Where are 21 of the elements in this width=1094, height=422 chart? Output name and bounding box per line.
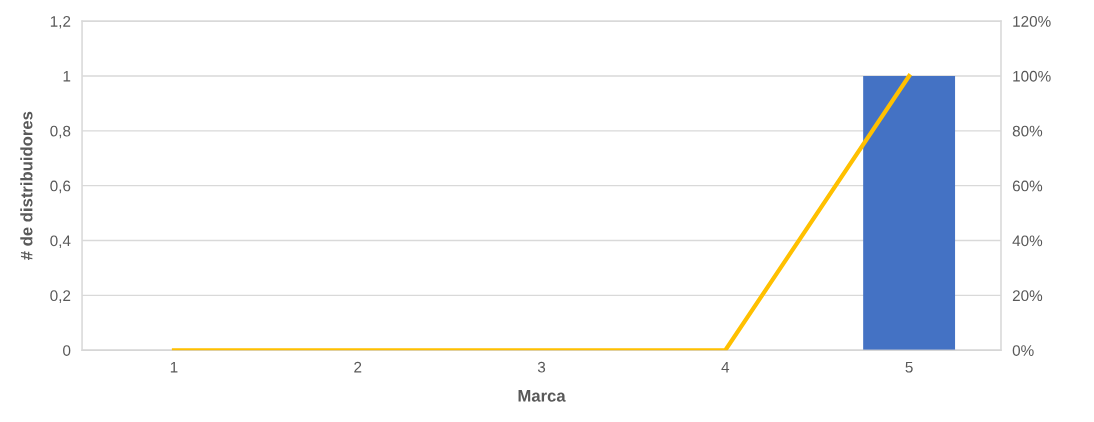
x-axis-title: Marca	[518, 390, 566, 402]
y2-tick-label: 120%	[1013, 15, 1051, 27]
x-tick-label: 1	[170, 361, 178, 373]
y2-tick-label: 40%	[1012, 235, 1043, 247]
y2-tick-label: 20%	[1012, 290, 1043, 302]
y-tick-label: 0,2	[50, 290, 71, 303]
x-tick-label: 5	[905, 361, 913, 373]
y2-tick-label: 0%	[1012, 345, 1034, 356]
x-tick-label: 4	[721, 361, 730, 373]
y-tick-label: 1,2	[50, 15, 71, 29]
y2-tick-label: 60%	[1012, 180, 1043, 192]
y-axis-title: # de distribuidores	[20, 111, 33, 260]
y-tick-label: 0	[63, 345, 71, 356]
y-tick-label: 0,6	[50, 180, 71, 194]
y2-tick-label: 80%	[1012, 125, 1043, 137]
y2-tick-label: 100%	[1013, 70, 1051, 82]
y-tick-label: 1	[63, 70, 71, 82]
x-tick-label: 2	[354, 361, 362, 373]
y-tick-label: 0,8	[50, 125, 71, 139]
y-tick-label: 0,4	[50, 235, 71, 249]
x-tick-label: 3	[537, 361, 546, 373]
